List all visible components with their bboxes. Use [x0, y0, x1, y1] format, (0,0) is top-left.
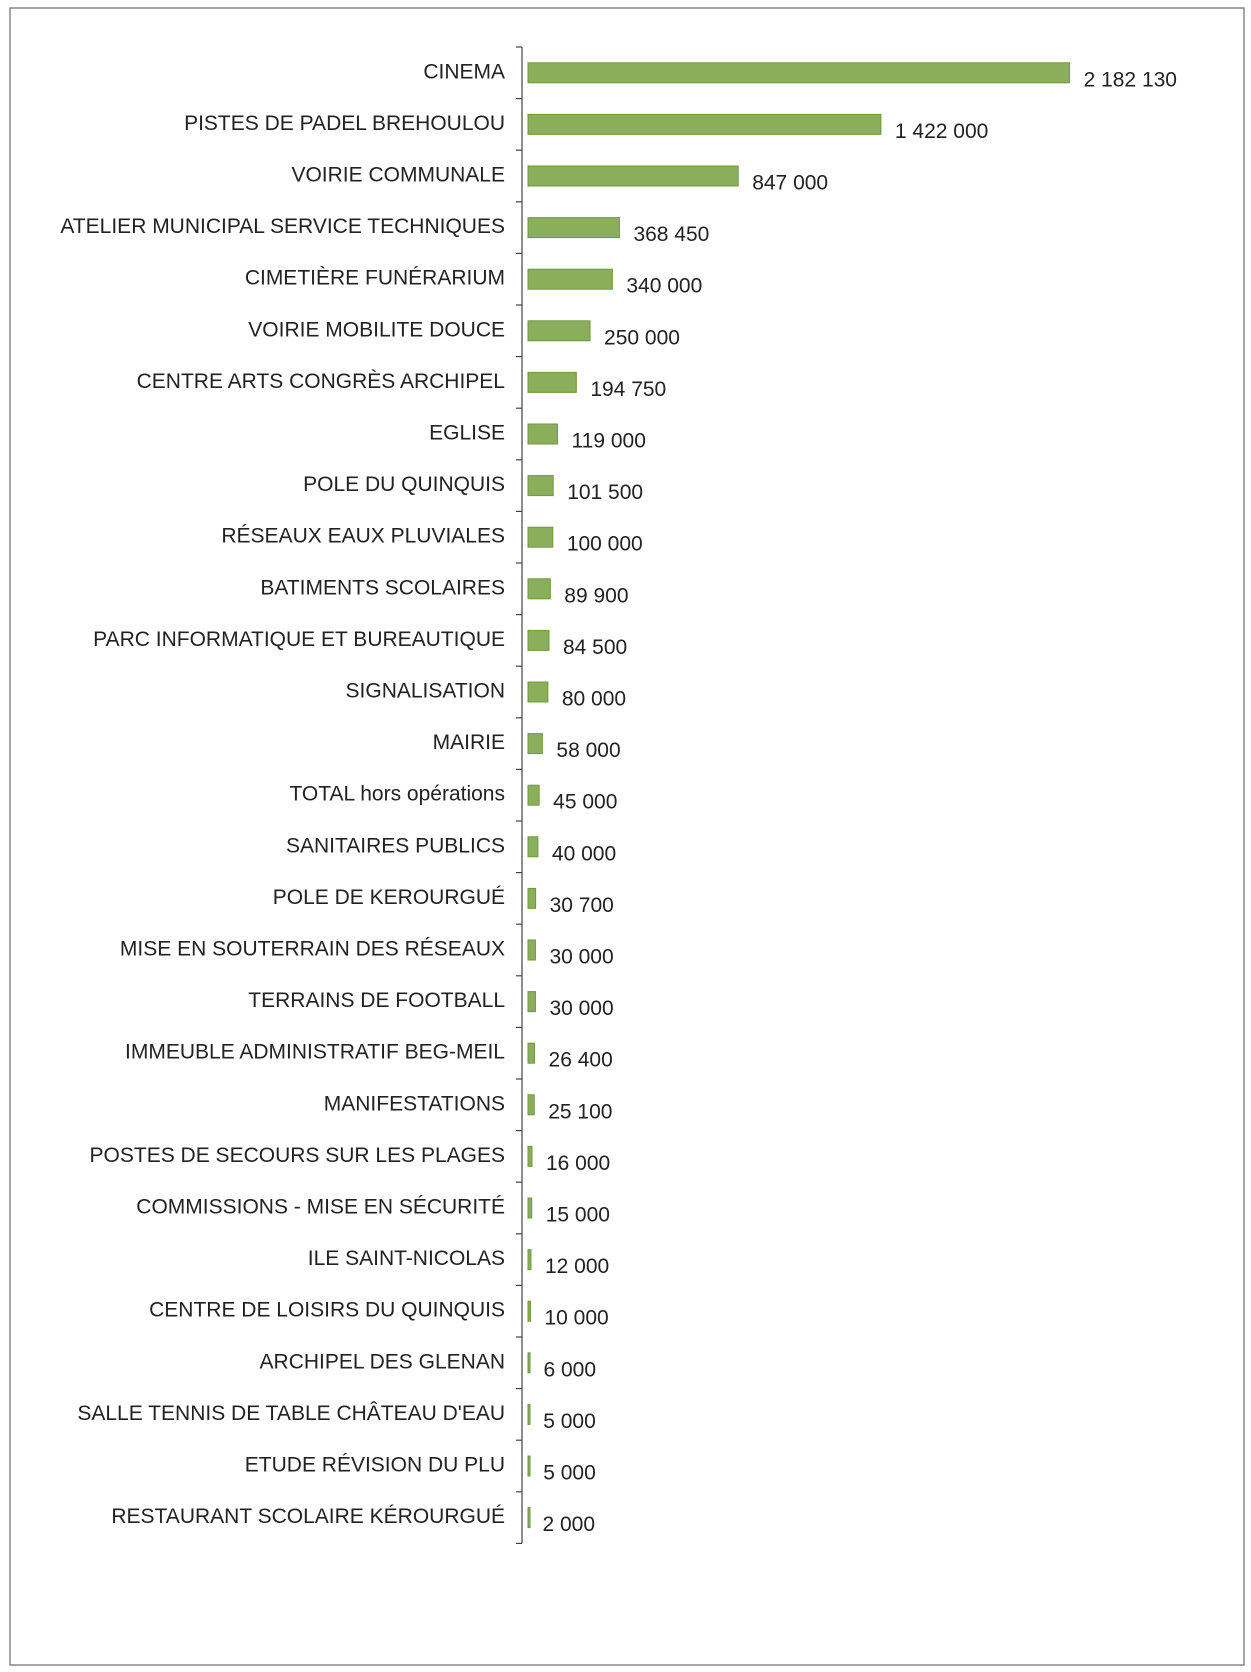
value-label: 58 000 — [556, 739, 620, 762]
value-label: 100 000 — [567, 533, 643, 556]
bar — [527, 939, 536, 961]
bar — [527, 681, 549, 703]
value-label: 340 000 — [626, 275, 702, 298]
category-label: SALLE TENNIS DE TABLE CHÂTEAU D'EAU — [77, 1402, 505, 1425]
category-label: IMMEUBLE ADMINISTRATIF BEG-MEIL — [125, 1041, 505, 1064]
category-label: SANITAIRES PUBLICS — [286, 834, 505, 857]
category-label: TOTAL hors opérations — [289, 783, 505, 806]
bar — [527, 423, 559, 445]
bar — [527, 320, 591, 342]
bar — [527, 268, 613, 290]
value-label: 1 422 000 — [895, 120, 988, 143]
category-label: SIGNALISATION — [346, 680, 505, 703]
value-label: 6 000 — [543, 1358, 596, 1381]
bar — [527, 1197, 533, 1219]
category-label: VOIRIE MOBILITE DOUCE — [248, 318, 505, 341]
value-label: 89 900 — [564, 584, 628, 607]
bar — [527, 836, 539, 858]
category-label: RESTAURANT SCOLAIRE KÉROURGUÉ — [111, 1505, 505, 1528]
category-label: MAIRIE — [433, 731, 505, 754]
value-label: 5 000 — [543, 1462, 596, 1485]
category-label: MISE EN SOUTERRAIN DES RÉSEAUX — [120, 938, 505, 961]
bar — [527, 1042, 536, 1064]
value-label: 847 000 — [752, 172, 828, 195]
bar — [527, 475, 554, 497]
value-label: 30 700 — [550, 894, 614, 917]
value-label: 10 000 — [544, 1307, 608, 1330]
bar — [527, 62, 1071, 84]
category-label: ETUDE RÉVISION DU PLU — [245, 1454, 505, 1477]
category-label: CINEMA — [423, 60, 505, 83]
bar — [527, 784, 540, 806]
value-label: 194 750 — [590, 378, 666, 401]
bar — [527, 991, 536, 1013]
frame — [9, 7, 1245, 1666]
category-label: BATIMENTS SCOLAIRES — [260, 576, 505, 599]
bar — [527, 1145, 533, 1167]
category-label: EGLISE — [429, 422, 505, 445]
category-label: PARC INFORMATIQUE ET BUREAUTIQUE — [93, 628, 505, 651]
bar — [527, 733, 543, 755]
value-label: 2 182 130 — [1084, 68, 1177, 91]
value-label: 2 000 — [542, 1513, 595, 1536]
category-label: COMMISSIONS - MISE EN SÉCURITÉ — [136, 1196, 505, 1219]
bar — [527, 1403, 531, 1425]
category-label: POSTES DE SECOURS SUR LES PLAGES — [90, 1144, 505, 1167]
bar — [527, 1300, 531, 1322]
bar — [527, 113, 882, 135]
category-label: MANIFESTATIONS — [324, 1092, 505, 1115]
bar — [527, 1352, 531, 1374]
bar — [527, 165, 739, 187]
value-label: 84 500 — [563, 636, 627, 659]
bar — [527, 526, 554, 548]
value-label: 45 000 — [553, 791, 617, 814]
value-label: 40 000 — [552, 842, 616, 865]
bar — [527, 1455, 531, 1477]
category-label: PISTES DE PADEL BREHOULOU — [184, 112, 505, 135]
category-label: TERRAINS DE FOOTBALL — [248, 989, 505, 1012]
category-label: CIMETIÈRE FUNÉRARIUM — [245, 267, 505, 290]
value-label: 16 000 — [546, 1152, 610, 1175]
value-label: 30 000 — [549, 997, 613, 1020]
value-label: 80 000 — [562, 688, 626, 711]
value-label: 15 000 — [546, 1204, 610, 1227]
bar — [527, 887, 537, 909]
category-label: CENTRE ARTS CONGRÈS ARCHIPEL — [137, 370, 505, 393]
category-label: CENTRE DE LOISIRS DU QUINQUIS — [149, 1299, 505, 1322]
value-label: 12 000 — [545, 1255, 609, 1278]
bar — [527, 1249, 532, 1271]
value-label: 5 000 — [543, 1410, 596, 1433]
category-label: VOIRIE COMMUNALE — [291, 164, 505, 187]
value-label: 101 500 — [567, 481, 643, 504]
bar — [527, 578, 551, 600]
bar — [527, 1507, 531, 1529]
value-label: 30 000 — [549, 946, 613, 969]
category-label: POLE DE KEROURGUÉ — [273, 886, 505, 909]
value-label: 26 400 — [549, 1049, 613, 1072]
bar — [527, 217, 620, 239]
category-label: ILE SAINT-NICOLAS — [308, 1247, 505, 1270]
value-label: 250 000 — [604, 326, 680, 349]
category-label: ARCHIPEL DES GLENAN — [260, 1350, 505, 1373]
value-label: 25 100 — [548, 1100, 612, 1123]
value-label: 119 000 — [572, 430, 646, 453]
value-label: 368 450 — [633, 223, 709, 246]
bar — [527, 629, 550, 651]
category-label: ATELIER MUNICIPAL SERVICE TECHNIQUES — [60, 215, 505, 238]
category-label: RÉSEAUX EAUX PLUVIALES — [221, 525, 505, 548]
category-label: POLE DU QUINQUIS — [303, 473, 505, 496]
bar — [527, 1094, 535, 1116]
bar — [527, 371, 577, 393]
